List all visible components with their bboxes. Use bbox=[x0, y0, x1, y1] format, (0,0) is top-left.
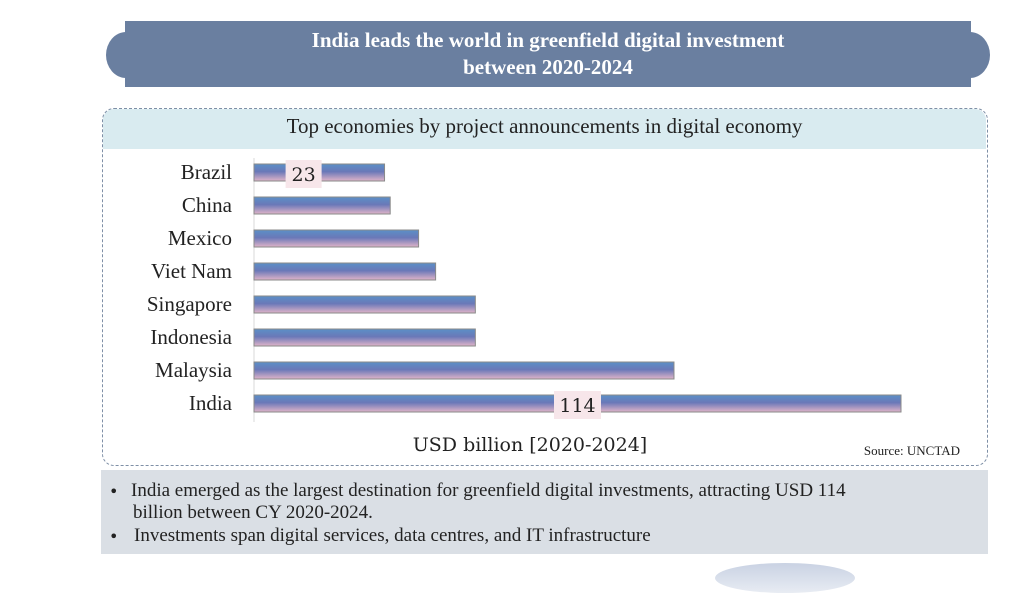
bar-chart: Brazil 23 China Mexico Viet Nam Singapore Indo… bbox=[147, 158, 902, 422]
data-label: 23 bbox=[292, 164, 316, 186]
notes-box: • India emerged as the largest destinati… bbox=[101, 470, 988, 554]
page-title-line2: between 2020-2024 bbox=[463, 55, 633, 79]
note-1-line2: billion between CY 2020-2024. bbox=[133, 502, 373, 523]
category-label: Brazil bbox=[181, 160, 232, 184]
page-title: India leads the world in greenfield digi… bbox=[125, 27, 971, 81]
bar-malaysia bbox=[253, 361, 675, 380]
data-label: 114 bbox=[559, 395, 595, 417]
bar-china bbox=[253, 196, 391, 215]
title-banner bbox=[125, 21, 971, 87]
bar-mexico bbox=[253, 229, 420, 248]
x-axis-label: USD billion [2020-2024] bbox=[412, 434, 648, 456]
decorative-shape bbox=[715, 563, 855, 593]
category-label: Viet Nam bbox=[151, 259, 232, 283]
bullet-icon: • bbox=[109, 482, 119, 501]
category-label: Indonesia bbox=[150, 325, 232, 349]
category-label: Mexico bbox=[168, 226, 232, 250]
bullet-icon: • bbox=[109, 527, 119, 546]
source-note: Source: UNCTAD bbox=[863, 443, 960, 458]
category-label: Singapore bbox=[147, 292, 232, 316]
category-label: China bbox=[182, 193, 233, 217]
note-1: India emerged as the largest destination… bbox=[131, 480, 846, 524]
page-title-line1: India leads the world in greenfield digi… bbox=[311, 28, 785, 52]
data-label-box bbox=[285, 160, 322, 188]
chart-panel bbox=[102, 108, 988, 466]
bar-singapore bbox=[253, 295, 476, 314]
chart-header bbox=[103, 109, 986, 149]
note-2: Investments span digital services, data … bbox=[134, 525, 651, 546]
data-label-box bbox=[554, 391, 601, 419]
note-1-line1: India emerged as the largest destination… bbox=[131, 480, 846, 501]
bar-indonesia bbox=[253, 328, 476, 347]
bar-viet-nam bbox=[253, 262, 437, 281]
category-label: Malaysia bbox=[155, 358, 233, 382]
category-label: India bbox=[189, 391, 233, 415]
chart-title: Top economies by project announcements i… bbox=[286, 114, 803, 138]
